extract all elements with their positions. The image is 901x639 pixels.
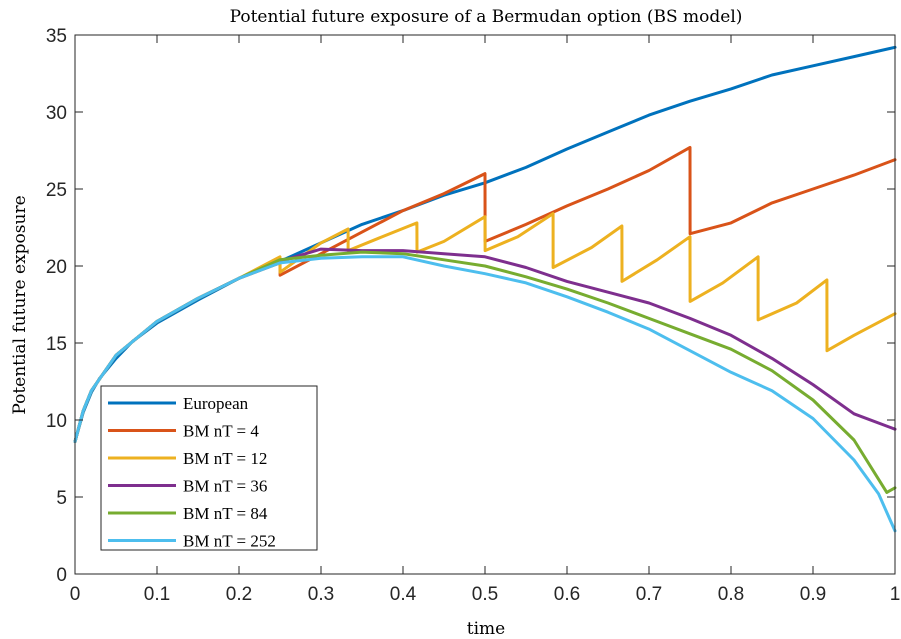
y-axis-ticks: 0 5 10 15 20 25 30 35 bbox=[46, 26, 895, 586]
x-tick-label: 1 bbox=[890, 584, 901, 605]
legend-label: BM nT = 4 bbox=[183, 422, 259, 441]
legend-label: BM nT = 252 bbox=[183, 532, 276, 551]
x-tick-label: 0.6 bbox=[554, 584, 580, 605]
x-tick-label: 0.2 bbox=[226, 584, 252, 605]
legend-label: BM nT = 12 bbox=[183, 449, 267, 468]
x-tick-label: 0.5 bbox=[472, 584, 498, 605]
x-tick-label: 0.8 bbox=[718, 584, 744, 605]
y-tick-label: 0 bbox=[56, 565, 67, 586]
y-tick-label: 5 bbox=[56, 488, 67, 509]
series-line-5 bbox=[73, 255, 897, 533]
x-tick-label: 0 bbox=[70, 584, 81, 605]
legend-box bbox=[100, 385, 318, 551]
x-tick-label: 0.1 bbox=[144, 584, 170, 605]
legend-label: BM nT = 84 bbox=[183, 504, 268, 523]
y-axis-label: Potential future exposure bbox=[10, 195, 30, 414]
y-tick-label: 35 bbox=[46, 26, 67, 47]
y-tick-label: 25 bbox=[46, 180, 67, 201]
x-tick-label: 0.4 bbox=[390, 584, 417, 605]
series-lines bbox=[73, 45, 897, 533]
y-tick-label: 10 bbox=[46, 411, 67, 432]
legend-label: European bbox=[183, 394, 249, 413]
legend-label: BM nT = 36 bbox=[183, 477, 267, 496]
y-tick-label: 15 bbox=[46, 334, 67, 355]
x-tick-label: 0.9 bbox=[800, 584, 826, 605]
x-axis-label: time bbox=[467, 619, 505, 639]
y-tick-label: 20 bbox=[46, 257, 67, 278]
chart-title: Potential future exposure of a Bermudan … bbox=[230, 7, 743, 27]
x-tick-label: 0.7 bbox=[636, 584, 662, 605]
legend: European BM nT = 4 BM nT = 12 BM nT = 36 BM … bbox=[100, 385, 318, 551]
x-axis-ticks: 0 0.1 0.2 0.3 0.4 0.5 0.6 0.7 0.8 0.9 1 bbox=[70, 35, 901, 605]
plot-area: 0 0.1 0.2 0.3 0.4 0.5 0.6 0.7 0.8 0.9 1 0 5 10 15 20 25… bbox=[46, 26, 900, 605]
x-tick-label: 0.3 bbox=[308, 584, 334, 605]
y-tick-label: 30 bbox=[46, 103, 67, 124]
